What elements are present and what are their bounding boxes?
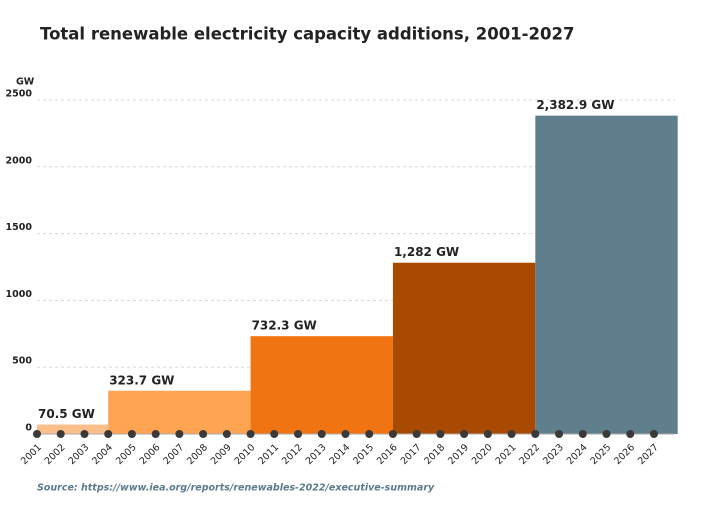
x-tick-mark <box>127 430 136 438</box>
x-tick-mark <box>56 430 65 438</box>
x-tick-mark <box>412 430 421 438</box>
x-tick-label: 2001 <box>19 442 44 467</box>
x-tick-label: 2013 <box>304 442 329 467</box>
y-tick-label: 1000 <box>6 289 33 300</box>
x-tick-label: 2027 <box>636 442 661 467</box>
x-tick-mark <box>483 430 492 438</box>
x-tick-label: 2017 <box>399 442 424 467</box>
x-tick-mark <box>33 430 41 438</box>
x-tick-mark <box>80 430 89 438</box>
x-tick-mark <box>151 430 160 438</box>
x-tick-label: 2014 <box>327 442 352 467</box>
x-tick-mark <box>104 430 113 438</box>
x-tick-label: 2002 <box>43 442 68 467</box>
bar <box>392 262 536 434</box>
bar <box>108 390 251 434</box>
x-tick-label: 2003 <box>66 442 91 467</box>
x-tick-mark <box>507 430 516 438</box>
x-tick-mark <box>175 430 184 438</box>
source-note: Source: https://www.iea.org/reports/rene… <box>37 483 435 494</box>
x-tick-mark <box>222 430 231 438</box>
x-tick-mark <box>246 430 255 438</box>
data-label: 732.3 GW <box>252 319 317 333</box>
x-tick-mark <box>460 430 469 438</box>
x-tick-label: 2015 <box>351 442 376 467</box>
x-tick-mark <box>341 430 350 438</box>
x-tick-label: 2016 <box>375 442 400 467</box>
x-tick-mark <box>578 430 587 438</box>
x-tick-label: 2022 <box>517 442 542 467</box>
x-tick-label: 2012 <box>280 442 305 467</box>
y-tick-label: 1500 <box>6 222 33 233</box>
x-tick-mark <box>388 430 397 438</box>
chart-title: Total renewable electricity capacity add… <box>40 25 574 44</box>
x-tick-label: 2023 <box>541 442 566 467</box>
data-label: 70.5 GW <box>38 407 95 421</box>
x-tick-label: 2019 <box>446 442 471 467</box>
y-tick-label: 2500 <box>6 89 33 100</box>
x-tick-label: 2021 <box>494 442 519 467</box>
x-tick-label: 2018 <box>422 442 447 467</box>
y-tick-label: 500 <box>12 356 32 367</box>
x-tick-label: 2024 <box>565 442 590 467</box>
x-tick-mark <box>270 430 279 438</box>
x-tick-mark <box>436 430 445 438</box>
x-tick-mark <box>626 430 635 438</box>
x-tick-mark <box>555 430 564 438</box>
y-axis-label: GW <box>16 77 35 88</box>
data-label: 323.7 GW <box>109 373 174 387</box>
x-tick-label: 2009 <box>209 442 234 467</box>
x-tick-label: 2025 <box>589 442 614 467</box>
x-tick-mark <box>317 430 326 438</box>
x-tick-mark <box>365 430 374 438</box>
y-tick-label: 2000 <box>6 155 33 166</box>
x-tick-label: 2026 <box>612 442 637 467</box>
x-tick-label: 2007 <box>161 442 186 467</box>
x-tick-mark <box>602 430 611 438</box>
bar <box>37 424 109 434</box>
data-label: 2,382.9 GW <box>536 98 614 112</box>
x-tick-label: 2005 <box>114 442 139 467</box>
x-tick-label: 2008 <box>185 442 210 467</box>
x-tick-label: 2006 <box>138 442 163 467</box>
x-tick-label: 2020 <box>470 442 495 467</box>
x-tick-mark <box>649 430 658 438</box>
bar <box>535 115 678 434</box>
y-tick-label: 0 <box>25 423 32 434</box>
x-tick-label: 2010 <box>233 442 258 467</box>
x-tick-label: 2011 <box>256 442 281 467</box>
x-tick-label: 2004 <box>90 442 115 467</box>
data-label: 1,282 GW <box>394 245 459 259</box>
bar <box>250 336 393 434</box>
x-tick-mark <box>294 430 303 438</box>
x-tick-mark <box>531 430 540 438</box>
x-tick-mark <box>199 430 208 438</box>
